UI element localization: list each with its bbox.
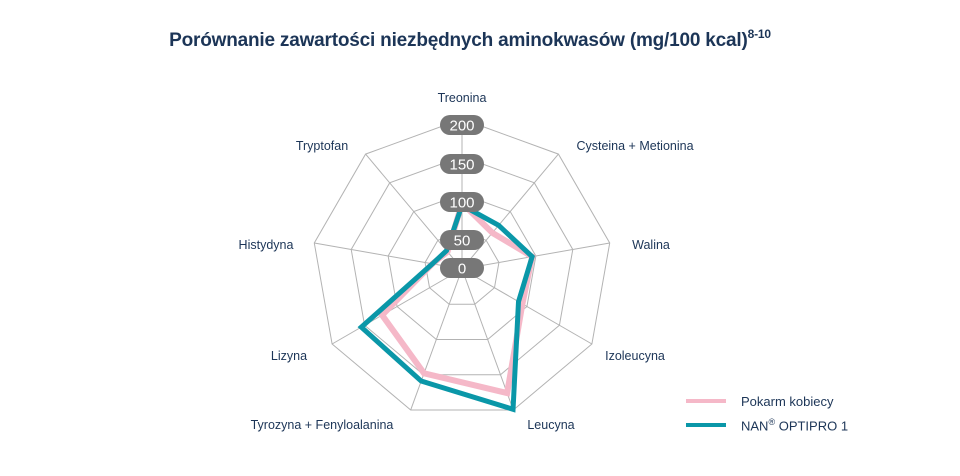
legend-swatch-teal bbox=[686, 423, 726, 427]
axis-label: Lizyna bbox=[271, 349, 307, 363]
grid-spoke bbox=[461, 268, 593, 345]
grid-ring bbox=[424, 230, 500, 305]
axis-label: Tyrozyna + Fenyloalanina bbox=[251, 418, 394, 432]
axis-label: Walina bbox=[632, 238, 670, 252]
grid-spoke bbox=[461, 153, 559, 270]
tick-badge bbox=[440, 230, 484, 250]
axis-label: Tryptofan bbox=[296, 139, 348, 153]
legend-item-nan-optipro: NAN® OPTIPRO 1 bbox=[686, 413, 848, 437]
tick-label: 100 bbox=[449, 195, 474, 212]
tick-badge bbox=[440, 115, 484, 135]
legend-label-suffix: OPTIPRO 1 bbox=[775, 418, 849, 434]
tick-badge bbox=[440, 192, 484, 212]
legend-swatch-pink bbox=[686, 399, 726, 403]
tick-badge bbox=[440, 258, 484, 278]
tick-label: 0 bbox=[458, 261, 466, 278]
chart-title-superscript: 8-10 bbox=[747, 27, 771, 41]
chart-title: Porównanie zawartości niezbędnych aminok… bbox=[0, 27, 940, 52]
legend-label-brand: NAN bbox=[741, 418, 769, 434]
grid-ring bbox=[350, 155, 574, 376]
registered-mark: ® bbox=[768, 416, 776, 427]
tick-badge bbox=[440, 154, 484, 174]
legend: Pokarm kobiecy NAN® OPTIPRO 1 bbox=[686, 389, 848, 437]
radar-grid bbox=[313, 118, 611, 411]
tick-label: 50 bbox=[454, 233, 471, 250]
grid-ring bbox=[387, 193, 537, 340]
axis-label: Histydyna bbox=[239, 238, 294, 252]
axis-label: Leucyna bbox=[527, 418, 574, 432]
axis-labels: Treonina Cysteina + Metionina Walina Izoleu… bbox=[239, 91, 694, 432]
grid-spoke bbox=[461, 242, 610, 270]
legend-label: Pokarm kobiecy bbox=[741, 393, 834, 409]
grid-ring bbox=[313, 118, 611, 411]
chart-title-text: Porównanie zawartości niezbędnych aminok… bbox=[169, 30, 748, 51]
grid-spoke bbox=[314, 242, 463, 270]
axis-label: Cysteina + Metionina bbox=[576, 139, 693, 153]
radial-tick-labels: 0 50 100 150 200 bbox=[440, 115, 484, 278]
grid-spoke bbox=[410, 268, 463, 411]
grid-spoke bbox=[331, 268, 463, 345]
series-line-1 bbox=[357, 201, 536, 413]
grid-spoke bbox=[461, 268, 514, 411]
tick-label: 200 bbox=[449, 118, 474, 135]
axis-label: Treonina bbox=[438, 91, 487, 105]
legend-label: NAN® OPTIPRO 1 bbox=[741, 417, 848, 433]
tick-label: 150 bbox=[449, 157, 474, 174]
legend-item-pokarm-kobiecy: Pokarm kobiecy bbox=[686, 389, 848, 413]
axis-label: Izoleucyna bbox=[605, 349, 665, 363]
radar-series bbox=[357, 197, 536, 413]
